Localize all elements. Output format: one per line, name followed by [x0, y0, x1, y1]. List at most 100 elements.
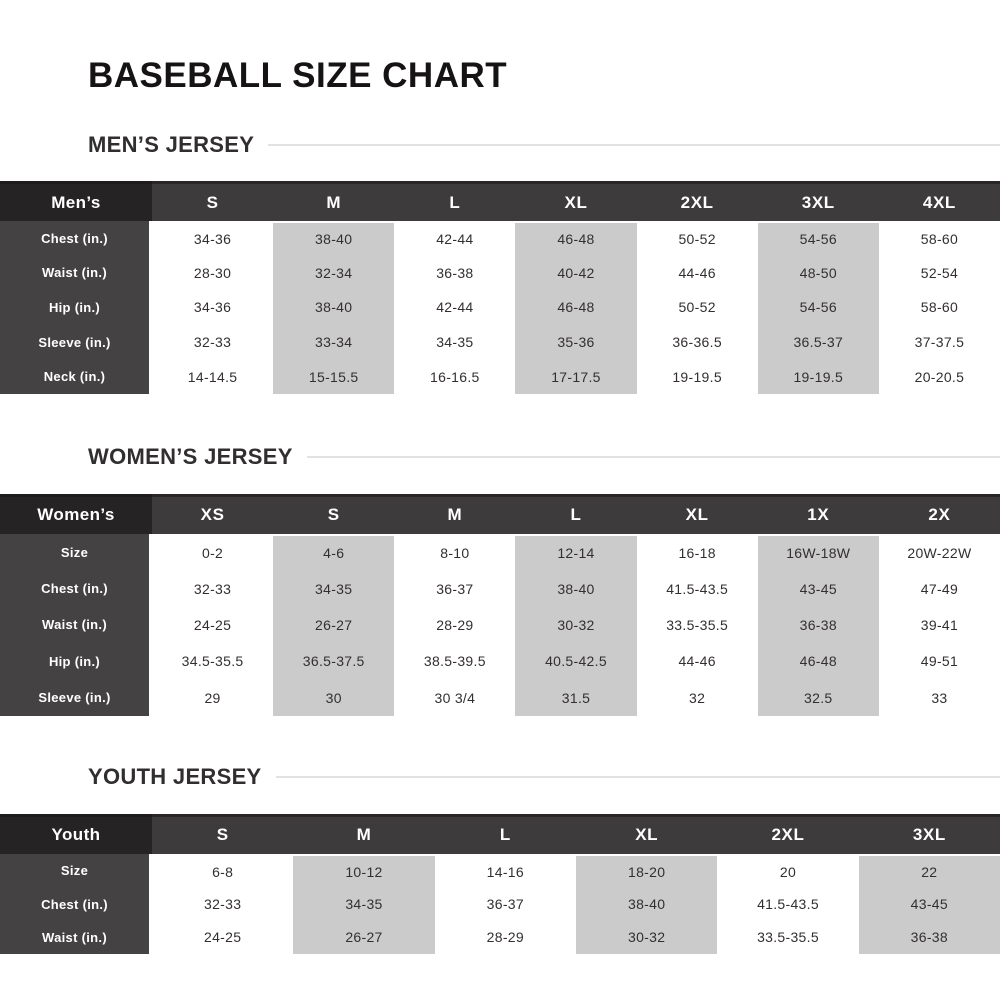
- section-heading-row: YOUTH JERSEY: [88, 764, 1000, 790]
- data-cell: 58-60: [878, 221, 1000, 256]
- column-header-m: M: [293, 813, 435, 854]
- data-cell: 33.5-35.5: [717, 920, 859, 955]
- column-header-l: L: [515, 493, 637, 534]
- row-label-chest-in: Chest (in.): [0, 887, 152, 921]
- row-label-hip-in: Hip (in.): [0, 290, 152, 325]
- data-cell: 46-48: [515, 221, 637, 256]
- data-cell: 34-35: [273, 570, 395, 607]
- section-rule: [268, 144, 1000, 146]
- column-header-s: S: [152, 813, 294, 854]
- data-cell: 6-8: [152, 853, 294, 888]
- data-cell: 35-36: [515, 324, 637, 360]
- column-header-xs: XS: [152, 493, 274, 534]
- data-cell: 39-41: [878, 606, 1000, 644]
- column-header-s: S: [273, 493, 395, 534]
- data-cell: 40-42: [515, 255, 637, 291]
- data-cell: 48-50: [757, 255, 879, 291]
- data-cell: 30-32: [515, 606, 637, 644]
- data-cell: 8-10: [394, 533, 516, 571]
- row-label-waist-in: Waist (in.): [0, 606, 152, 644]
- corner-cell: Men’s: [0, 181, 152, 221]
- data-cell: 26-27: [293, 920, 435, 955]
- data-cell: 54-56: [757, 290, 879, 325]
- row-label-sleeve-in: Sleeve (in.): [0, 679, 152, 716]
- data-cell: 41.5-43.5: [636, 570, 758, 607]
- data-cell: 42-44: [394, 290, 516, 325]
- data-cell: 42-44: [394, 221, 516, 256]
- column-header-m: M: [273, 181, 395, 221]
- data-cell: 28-30: [152, 255, 274, 291]
- data-cell: 24-25: [152, 920, 294, 955]
- corner-cell: Youth: [0, 813, 152, 854]
- data-cell: 32.5: [757, 679, 879, 716]
- column-header-2xl: 2XL: [636, 181, 758, 221]
- row-label-waist-in: Waist (in.): [0, 255, 152, 291]
- data-cell: 36.5-37: [757, 324, 879, 360]
- data-cell: 16W-18W: [757, 533, 879, 571]
- row-label-neck-in: Neck (in.): [0, 359, 152, 394]
- size-table-youth-jersey: Youth S M L XL 2XL 3XL Size 6-8 10-12 14-16 18-20 20…: [0, 813, 1000, 955]
- data-cell: 28-29: [434, 920, 576, 955]
- column-header-xl: XL: [575, 813, 718, 854]
- data-cell: 12-14: [515, 533, 637, 571]
- data-cell: 14-14.5: [152, 359, 274, 394]
- row-label-size: Size: [0, 533, 152, 571]
- data-cell: 20W-22W: [878, 533, 1000, 571]
- column-header-4xl: 4XL: [878, 181, 1000, 221]
- data-cell: 20: [717, 853, 859, 888]
- data-cell: 50-52: [636, 290, 758, 325]
- data-cell: 36-38: [394, 255, 516, 291]
- data-cell: 38-40: [575, 887, 718, 921]
- data-cell: 38.5-39.5: [394, 643, 516, 680]
- data-cell: 34-36: [152, 290, 274, 325]
- data-cell: 32: [636, 679, 758, 716]
- section-rule: [306, 455, 1000, 458]
- data-cell: 50-52: [636, 221, 758, 256]
- data-cell: 26-27: [273, 606, 395, 644]
- data-cell: 37-37.5: [878, 324, 1000, 360]
- data-cell: 38-40: [273, 221, 395, 256]
- data-cell: 34.5-35.5: [152, 643, 274, 680]
- section-heading: YOUTH JERSEY: [88, 763, 262, 789]
- data-cell: 32-34: [273, 255, 395, 291]
- data-cell: 30 3/4: [394, 679, 516, 716]
- data-cell: 24-25: [152, 606, 274, 644]
- data-cell: 34-35: [394, 324, 516, 360]
- data-cell: 31.5: [515, 679, 637, 716]
- data-cell: 44-46: [636, 255, 758, 291]
- size-table-womens-jersey: Women’s XS S M L XL 1X 2X Size 0-2 4-6 8-10 12-14 16-…: [0, 493, 1000, 716]
- column-header-s: S: [152, 181, 274, 221]
- data-cell: 38-40: [273, 290, 395, 325]
- column-header-l: L: [394, 181, 516, 221]
- data-cell: 58-60: [878, 290, 1000, 325]
- data-cell: 49-51: [878, 643, 1000, 680]
- column-header-m: M: [394, 493, 516, 534]
- data-cell: 36-38: [858, 920, 1000, 955]
- data-cell: 38-40: [515, 570, 637, 607]
- data-cell: 46-48: [757, 643, 879, 680]
- data-cell: 36.5-37.5: [273, 643, 395, 680]
- section-womens-jersey: WOMEN’S JERSEY Women’s XS S M L XL 1X 2X Size 0-2 4…: [0, 444, 1000, 716]
- row-label-sleeve-in: Sleeve (in.): [0, 324, 152, 360]
- data-cell: 36-36.5: [636, 324, 758, 360]
- data-cell: 40.5-42.5: [515, 643, 637, 680]
- row-label-waist-in: Waist (in.): [0, 920, 152, 955]
- data-cell: 29: [152, 679, 274, 716]
- data-cell: 36-37: [394, 570, 516, 607]
- data-cell: 15-15.5: [273, 359, 395, 394]
- column-header-3xl: 3XL: [858, 813, 1000, 854]
- data-cell: 33.5-35.5: [636, 606, 758, 644]
- data-cell: 18-20: [575, 853, 718, 888]
- row-label-hip-in: Hip (in.): [0, 643, 152, 680]
- data-cell: 30: [273, 679, 395, 716]
- data-cell: 43-45: [757, 570, 879, 607]
- data-cell: 54-56: [757, 221, 879, 256]
- section-heading-row: WOMEN’S JERSEY: [88, 444, 1000, 470]
- page-title: BASEBALL SIZE CHART: [88, 56, 508, 95]
- row-label-chest-in: Chest (in.): [0, 221, 152, 256]
- section-mens-jersey: MEN’S JERSEY Men’s S M L XL 2XL 3XL 4XL Chest (in…: [0, 132, 1000, 394]
- data-cell: 46-48: [515, 290, 637, 325]
- column-header-xl: XL: [515, 181, 637, 221]
- data-cell: 33-34: [273, 324, 395, 360]
